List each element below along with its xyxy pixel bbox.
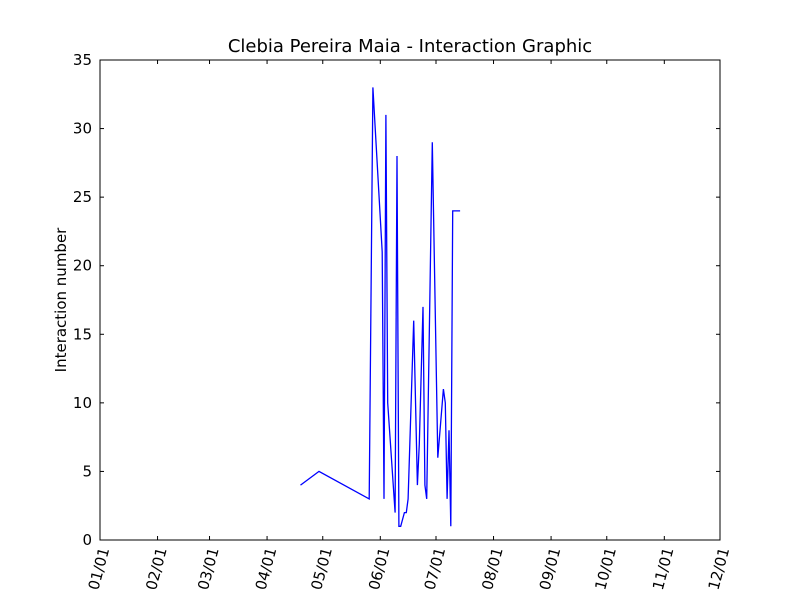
y-axis-title: Interaction number <box>52 227 70 373</box>
y-axis: 0 5 10 15 20 25 30 35 <box>73 51 720 549</box>
chart-title: Clebia Pereira Maia - Interaction Graphi… <box>228 36 592 57</box>
y-tick-label: 0 <box>82 531 92 549</box>
series-line <box>300 87 461 527</box>
y-tick-label: 5 <box>82 462 92 480</box>
y-tick-label: 25 <box>73 188 92 206</box>
y-tick-label: 20 <box>73 257 92 275</box>
axes-frame <box>99 59 721 541</box>
y-tick-label: 30 <box>73 120 92 138</box>
y-tick-label: 10 <box>73 394 92 412</box>
y-tick-label: 15 <box>73 325 92 343</box>
y-tick-label: 35 <box>73 51 92 69</box>
